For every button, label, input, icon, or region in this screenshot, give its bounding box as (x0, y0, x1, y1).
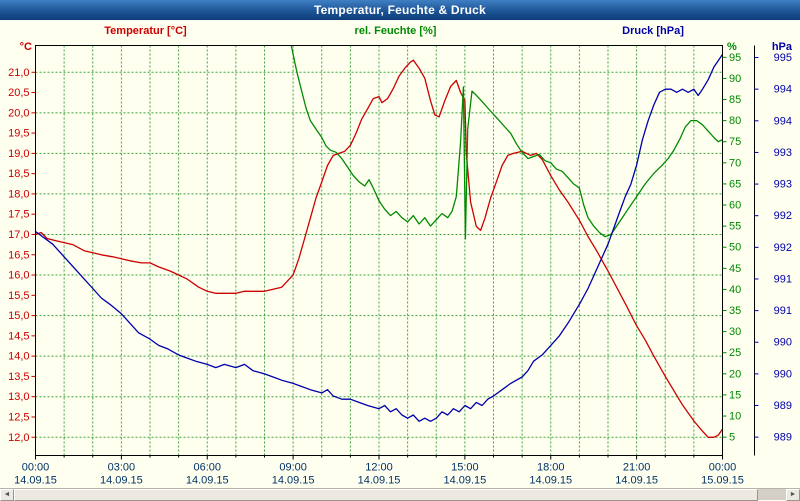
temp-axis-label: 13,5 (8, 371, 29, 383)
pressure-axis-label: 989 (774, 400, 792, 412)
x-axis-date-label: 14.09.15 (443, 475, 486, 487)
axis-unit-hpa: hPa (771, 41, 792, 53)
x-axis-date-label: 14.09.15 (358, 475, 401, 487)
humidity-axis-label: 25 (729, 347, 741, 359)
humidity-axis-label: 45 (729, 263, 741, 275)
humidity-axis-label: 5 (729, 432, 735, 444)
temp-axis-label: 18,5 (8, 168, 29, 180)
scrollbar-thumb[interactable] (14, 489, 758, 501)
temp-axis-label: 16,0 (8, 270, 29, 282)
temp-axis-label: 16,5 (8, 249, 29, 261)
pressure-axis-label: 995 (774, 52, 792, 64)
humidity-axis-label: 20 (729, 368, 741, 380)
scrollbar-left-arrow-icon[interactable]: ◄ (0, 489, 14, 501)
pressure-axis-label: 993 (774, 147, 792, 159)
humidity-axis-label: 75 (729, 136, 741, 148)
x-axis-time-label: 21:00 (623, 462, 651, 474)
humidity-axis-label: 70 (729, 157, 741, 169)
temp-axis-label: 14,0 (8, 351, 29, 363)
x-axis-time-label: 15:00 (451, 462, 479, 474)
humidity-series-line (290, 45, 723, 240)
pressure-series-line (35, 54, 723, 422)
pressure-axis-label: 992 (774, 210, 792, 222)
temp-axis-label: 19,5 (8, 128, 29, 140)
temp-axis-label: 20,0 (8, 107, 29, 119)
temp-axis-label: 15,0 (8, 310, 29, 322)
scrollbar-right-arrow-icon[interactable]: ► (786, 489, 800, 501)
x-axis-date-label: 14.09.15 (529, 475, 572, 487)
humidity-axis-label: 60 (729, 200, 741, 212)
x-axis-time-label: 03:00 (108, 462, 136, 474)
humidity-axis-label: 30 (729, 326, 741, 338)
grid-lines (35, 45, 723, 456)
pressure-axis-label: 994 (774, 84, 792, 96)
pressure-axis-label: 990 (774, 337, 792, 349)
x-axis-date-label: 15.09.15 (701, 475, 744, 487)
temp-axis-label: 14,5 (8, 330, 29, 342)
humidity-axis-label: 65 (729, 178, 741, 190)
x-axis-time-label: 00:00 (22, 462, 50, 474)
window-title: Temperatur, Feuchte & Druck (314, 3, 486, 17)
x-axis-time-label: 00:00 (709, 462, 737, 474)
legend-temperature: Temperatur [°C] (104, 25, 187, 37)
humidity-axis-label: 85 (729, 94, 741, 106)
pressure-axis-label: 991 (774, 273, 792, 285)
x-axis-time-label: 06:00 (193, 462, 221, 474)
x-axis-date-label: 14.09.15 (272, 475, 315, 487)
temp-axis-label: 21,0 (8, 67, 29, 79)
x-axis-date-label: 14.09.15 (186, 475, 229, 487)
pressure-axis-label: 992 (774, 242, 792, 254)
x-axis-date-label: 14.09.15 (615, 475, 658, 487)
x-axis-time-label: 09:00 (279, 462, 307, 474)
humidity-axis-label: 40 (729, 284, 741, 296)
humidity-axis-label: 80 (729, 115, 741, 127)
temperature-series-line (35, 59, 723, 438)
temp-axis-label: 17,5 (8, 209, 29, 221)
axis-unit-celsius: °C (19, 41, 32, 53)
temp-axis-label: 12,0 (8, 432, 29, 444)
x-axis-date-label: 14.09.15 (14, 475, 57, 487)
humidity-axis-label: 50 (729, 242, 741, 254)
pressure-axis-label: 994 (774, 115, 792, 127)
humidity-axis-label: 15 (729, 389, 741, 401)
temp-axis-label: 18,0 (8, 188, 29, 200)
humidity-axis-label: 95 (729, 52, 741, 64)
temp-axis-label: 13,0 (8, 391, 29, 403)
pressure-axis-label: 989 (774, 432, 792, 444)
horizontal-scrollbar[interactable]: ◄ ► (0, 488, 800, 501)
pressure-axis-label: 991 (774, 305, 792, 317)
window-title-bar: Temperatur, Feuchte & Druck (0, 0, 800, 20)
legend-humidity: rel. Feuchte [%] (354, 25, 437, 37)
temp-axis-label: 17,0 (8, 229, 29, 241)
temp-axis-label: 12,5 (8, 411, 29, 423)
axis-unit-percent: % (727, 41, 737, 53)
humidity-axis-label: 10 (729, 411, 741, 423)
temp-axis-label: 15,5 (8, 290, 29, 302)
temp-axis-label: 19,0 (8, 148, 29, 160)
humidity-axis-label: 90 (729, 73, 741, 85)
x-axis-time-label: 18:00 (537, 462, 565, 474)
pressure-axis-label: 993 (774, 179, 792, 191)
x-axis-time-label: 12:00 (365, 462, 393, 474)
x-axis-date-label: 14.09.15 (100, 475, 143, 487)
pressure-axis-label: 990 (774, 368, 792, 380)
humidity-axis-label: 35 (729, 305, 741, 317)
temp-axis-label: 20,5 (8, 87, 29, 99)
humidity-axis-label: 55 (729, 221, 741, 233)
legend-pressure: Druck [hPa] (622, 25, 684, 37)
